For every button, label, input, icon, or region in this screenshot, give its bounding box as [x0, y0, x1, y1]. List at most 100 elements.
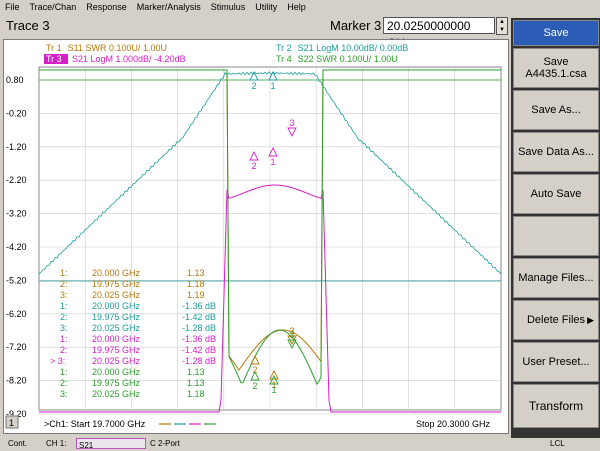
- trace-1-header[interactable]: Tr 1 S11 SWR 0.100U/ 1.00U: [46, 43, 167, 53]
- menu-file[interactable]: File: [5, 2, 20, 12]
- marker-number: 1: [272, 380, 277, 390]
- marker-number: 1: [272, 385, 277, 395]
- stop-frequency[interactable]: Stop 20.3000 GHz: [416, 419, 491, 429]
- marker-table-index: 1:: [60, 334, 68, 344]
- menu-trace-chan[interactable]: Trace/Chan: [29, 2, 77, 12]
- marker-number: 1: [271, 81, 276, 91]
- trace-2-curve: [38, 71, 502, 275]
- menu-utility[interactable]: Utility: [255, 2, 278, 12]
- y-tick-label: -3.20: [6, 209, 27, 219]
- trace-4-curve: [39, 69, 501, 386]
- active-trace-title: Trace 3: [6, 18, 50, 33]
- y-axis-ticks: 0.80 -0.20 -1.20 -2.20 -3.20 -4.20 -5.20 -6.20 -…: [6, 75, 27, 419]
- marker-table-index: 2:: [60, 312, 68, 322]
- blank-softkey[interactable]: [513, 216, 599, 256]
- transform-button[interactable]: Transform: [513, 384, 599, 428]
- marker-table-index: 1:: [60, 268, 68, 278]
- marker-triangle-icon[interactable]: [268, 70, 278, 81]
- trace-curves: [38, 69, 502, 413]
- save-data-as-button[interactable]: Save Data As...: [513, 132, 599, 172]
- marker-number: 2: [252, 81, 257, 91]
- marker-triangle-icon[interactable]: [268, 146, 278, 157]
- save-button[interactable]: Save: [513, 20, 599, 46]
- marker-number: 2: [253, 365, 258, 375]
- measurement-param-box: S21: [76, 438, 146, 450]
- marker-table-frequency: 19.975 GHz: [92, 312, 141, 322]
- marker-table-index: > 3:: [50, 356, 65, 366]
- marker-table-index: 1:: [60, 301, 68, 311]
- y-tick-label: -6.20: [6, 309, 27, 319]
- marker-table-value: 1.18: [187, 389, 205, 399]
- save-file-button[interactable]: Save A4435.1.csa: [513, 48, 599, 88]
- marker-table-index: 2:: [60, 345, 68, 355]
- marker-number: 3: [290, 326, 295, 336]
- y-tick-label: -5.20: [6, 275, 27, 285]
- marker-table-value: 1.18: [187, 279, 205, 289]
- marker-triangle-icon[interactable]: [269, 374, 279, 385]
- sweep-mode: Cont.: [8, 439, 28, 448]
- marker-triangle-icon[interactable]: [269, 369, 279, 380]
- y-tick-label: -1.20: [6, 142, 27, 152]
- marker-triangle-icon[interactable]: [287, 127, 297, 138]
- trace-4-header[interactable]: Tr 4 S22 SWR 0.100U/ 1.00U: [276, 54, 398, 64]
- trace-markers: 2 1 2 1 3 2 1 3 2 1 3: [249, 70, 297, 395]
- marker-table-value: 1.13: [187, 367, 205, 377]
- y-tick-label: -4.20: [6, 242, 27, 252]
- marker-number: 2: [253, 381, 258, 391]
- y-tick-label: -0.20: [6, 108, 27, 118]
- marker-triangle-icon[interactable]: [250, 354, 260, 365]
- spin-down-icon[interactable]: ▼: [499, 27, 505, 33]
- marker-table-value: -1.42 dB: [182, 345, 216, 355]
- y-tick-label: -9.20: [6, 409, 27, 419]
- marker-triangle-icon[interactable]: [249, 150, 259, 161]
- marker-number: 3: [290, 330, 295, 340]
- marker-table-frequency: 19.975 GHz: [92, 378, 141, 388]
- marker-frequency-input[interactable]: 20.0250000000 GHz: [383, 17, 495, 50]
- manage-files-button[interactable]: Manage Files...: [513, 258, 599, 298]
- trace-3-id[interactable]: Tr 3: [46, 54, 62, 64]
- start-frequency[interactable]: >Ch1: Start 19.7000 GHz: [44, 419, 146, 429]
- y-tick-label: 0.80: [6, 75, 24, 85]
- marker-readout-table: 1: 20.000 GHz 1.13 2: 19.975 GHz 1.18 3: 20.025…: [50, 268, 216, 399]
- delete-files-button[interactable]: Delete Files ▶: [513, 300, 599, 340]
- save-as-button[interactable]: Save As...: [513, 90, 599, 130]
- marker-table-value: 1.13: [187, 378, 205, 388]
- marker-table-index: 3:: [60, 389, 68, 399]
- measurement-display[interactable]: 0.80 -0.20 -1.20 -2.20 -3.20 -4.20 -5.20 -6.20 -…: [3, 39, 509, 434]
- spin-up-icon[interactable]: ▲: [499, 19, 505, 25]
- marker-table-value: -1.36 dB: [182, 301, 216, 311]
- marker-triangle-icon[interactable]: [250, 370, 260, 381]
- marker-spinner[interactable]: ▲ ▼: [496, 17, 508, 35]
- menu-marker-analysis[interactable]: Marker/Analysis: [136, 2, 201, 12]
- user-preset-button[interactable]: User Preset...: [513, 342, 599, 382]
- marker-label: Marker 3: [330, 18, 382, 33]
- marker-triangle-icon[interactable]: [287, 339, 297, 350]
- menu-stimulus[interactable]: Stimulus: [210, 2, 246, 12]
- trace-3-curve: [39, 184, 501, 413]
- marker-table-frequency: 19.975 GHz: [92, 345, 141, 355]
- menu-help[interactable]: Help: [287, 2, 306, 12]
- channel-number-box: [5, 415, 19, 429]
- marker-table-value: -1.28 dB: [182, 356, 216, 366]
- marker-number: 2: [252, 161, 257, 171]
- marker-table-frequency: 20.000 GHz: [92, 367, 141, 377]
- marker-table-index: 3:: [60, 290, 68, 300]
- menu-response[interactable]: Response: [86, 2, 127, 12]
- auto-save-button[interactable]: Auto Save: [513, 174, 599, 214]
- trace-2-header[interactable]: Tr 2 S21 LogM 10.00dB/ 0.00dB: [276, 43, 408, 53]
- trace-plot[interactable]: 0.80 -0.20 -1.20 -2.20 -3.20 -4.20 -5.20 -6.20 -…: [4, 40, 508, 433]
- marker-table-index: 2:: [60, 378, 68, 388]
- channel-number: 1: [9, 418, 14, 428]
- marker-table-value: -1.36 dB: [182, 334, 216, 344]
- marker-table-frequency: 20.025 GHz: [92, 290, 141, 300]
- marker-table-frequency: 20.025 GHz: [92, 356, 141, 366]
- trace-3-header[interactable]: S21 LogM 1.000dB/ -4.20dB: [72, 54, 186, 64]
- status-bar: Cont. CH 1: S21 C 2-Port LCL: [0, 438, 600, 451]
- marker-number: 3: [290, 118, 295, 128]
- marker-number: 1: [271, 157, 276, 167]
- marker-table-frequency: 20.000 GHz: [92, 334, 141, 344]
- marker-table-value: -1.28 dB: [182, 323, 216, 333]
- remote-status: LCL: [550, 439, 565, 448]
- y-tick-label: -8.20: [6, 376, 27, 386]
- marker-triangle-icon[interactable]: [249, 70, 259, 81]
